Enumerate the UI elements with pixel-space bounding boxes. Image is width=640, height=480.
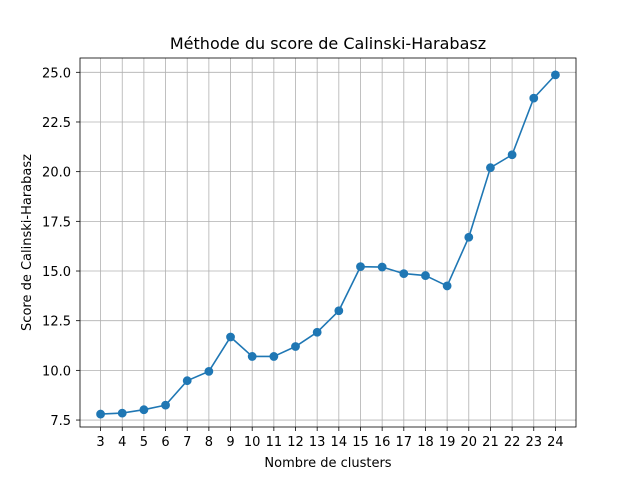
series-1-point-11 bbox=[269, 352, 279, 361]
chart-title: Méthode du score de Calinski-Harabasz bbox=[170, 34, 486, 53]
axis-layer: 3 4 5 6 7 8 9 10 11 12 13 14 15 16 17 18 19 20 21 22 23 24 7.5… bbox=[42, 66, 564, 450]
series-1-point-17 bbox=[399, 269, 409, 278]
grid-layer bbox=[80, 58, 576, 427]
series-1-point-21 bbox=[486, 163, 495, 173]
series-1-point-18 bbox=[421, 271, 430, 280]
x-tick-label-21: 21 bbox=[482, 435, 499, 450]
series-1-point-12 bbox=[291, 342, 300, 351]
x-tick-label-16: 16 bbox=[374, 435, 391, 450]
x-tick-label-10: 10 bbox=[244, 435, 261, 450]
y-tick-label-10.0: 10.0 bbox=[42, 364, 71, 379]
x-tick-label-13: 13 bbox=[309, 435, 326, 450]
series-1-point-13 bbox=[312, 327, 322, 337]
x-tick-label-20: 20 bbox=[461, 435, 478, 450]
series-1-point-15 bbox=[356, 262, 365, 272]
series-1-point-20 bbox=[464, 232, 474, 242]
x-tick-label-4: 4 bbox=[118, 435, 126, 450]
series-1-point-24 bbox=[551, 70, 560, 80]
series-1-point-7 bbox=[182, 376, 192, 386]
series-1-point-9 bbox=[226, 332, 235, 342]
y-tick-label-22.5: 22.5 bbox=[42, 116, 71, 131]
x-tick-label-19: 19 bbox=[439, 435, 456, 450]
y-tick-label-17.5: 17.5 bbox=[42, 215, 71, 230]
y-tick-label-7.5: 7.5 bbox=[50, 414, 71, 429]
series-1-point-10 bbox=[247, 352, 257, 361]
x-tick-label-14: 14 bbox=[331, 435, 348, 450]
y-tick-label-15.0: 15.0 bbox=[42, 265, 71, 280]
x-tick-label-18: 18 bbox=[417, 435, 434, 450]
series-1-point-16 bbox=[377, 262, 387, 272]
x-tick-label-12: 12 bbox=[287, 435, 304, 450]
y-tick-label-20.0: 20.0 bbox=[42, 166, 71, 181]
series-1-point-14 bbox=[334, 306, 344, 316]
x-tick-label-7: 7 bbox=[183, 435, 191, 450]
x-tick-label-8: 8 bbox=[205, 435, 213, 450]
series-layer bbox=[96, 70, 560, 419]
x-tick-label-6: 6 bbox=[161, 435, 169, 450]
series-1-line bbox=[99, 74, 557, 415]
series-1-point-19 bbox=[442, 281, 452, 291]
series-1-point-3 bbox=[96, 409, 105, 419]
series-1-point-22 bbox=[507, 150, 517, 160]
series-1-point-5 bbox=[139, 405, 149, 415]
series-1-point-8 bbox=[204, 366, 214, 376]
plot-frame bbox=[79, 57, 577, 428]
x-tick-label-17: 17 bbox=[396, 435, 413, 450]
series-1-point-6 bbox=[161, 400, 170, 410]
x-tick-label-23: 23 bbox=[525, 435, 542, 450]
x-tick-label-9: 9 bbox=[226, 435, 234, 450]
x-tick-label-24: 24 bbox=[547, 435, 564, 450]
y-axis-label: Score de Calinski-Harabasz bbox=[20, 154, 35, 331]
x-tick-label-22: 22 bbox=[504, 435, 521, 450]
y-tick-label-12.5: 12.5 bbox=[42, 315, 71, 330]
series-1-point-4 bbox=[117, 408, 127, 418]
x-axis-label: Nombre de clusters bbox=[264, 456, 391, 471]
x-tick-label-5: 5 bbox=[140, 435, 148, 450]
series-1-point-23 bbox=[529, 93, 539, 103]
y-tick-label-25.0: 25.0 bbox=[42, 66, 71, 81]
x-tick-label-15: 15 bbox=[352, 435, 369, 450]
x-tick-label-11: 11 bbox=[266, 435, 283, 450]
x-tick-label-3: 3 bbox=[96, 435, 104, 450]
